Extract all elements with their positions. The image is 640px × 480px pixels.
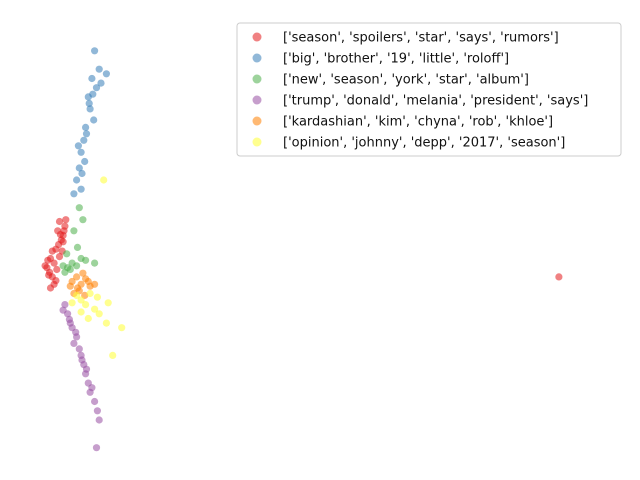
data-point-series-2-7 bbox=[66, 265, 74, 274]
data-point-series-5-5 bbox=[95, 310, 103, 318]
legend: ['season', 'spoilers', 'star', 'says', '… bbox=[236, 22, 622, 157]
data-point-series-1-21 bbox=[89, 90, 97, 98]
data-point-series-3-11 bbox=[91, 397, 99, 406]
data-point-series-3-12 bbox=[93, 407, 101, 415]
data-point-series-1-9 bbox=[77, 148, 85, 156]
data-point-series-2-3 bbox=[73, 262, 81, 270]
data-point-series-1-16 bbox=[85, 99, 93, 107]
data-point-series-4-1 bbox=[73, 273, 81, 281]
data-point-series-1-18 bbox=[102, 70, 110, 78]
legend-label-0: ['season', 'spoilers', 'star', 'says', '… bbox=[283, 31, 559, 46]
data-point-series-5-14 bbox=[77, 308, 85, 316]
data-point-series-0-11 bbox=[55, 217, 64, 226]
data-point-series-0-22 bbox=[56, 230, 64, 239]
data-point-series-5-8 bbox=[109, 351, 117, 359]
data-point-series-2-13 bbox=[63, 250, 71, 258]
legend-label-3: ['trump', 'donald', 'melania', 'presiden… bbox=[283, 94, 588, 109]
data-point-series-1-0 bbox=[91, 47, 99, 55]
data-point-series-4-9 bbox=[66, 282, 74, 290]
data-point-series-0-13 bbox=[41, 262, 49, 270]
data-point-series-1-1 bbox=[95, 65, 103, 73]
data-point-series-2-10 bbox=[91, 259, 99, 267]
data-point-series-5-0 bbox=[73, 291, 81, 299]
data-point-series-2-5 bbox=[70, 227, 78, 235]
legend-marker-5 bbox=[252, 137, 262, 147]
data-point-series-4-8 bbox=[84, 277, 92, 286]
data-point-series-4-7 bbox=[79, 269, 87, 277]
data-point-series-2-8 bbox=[59, 262, 67, 270]
legend-label-1: ['big', 'brother', '19', 'little', 'rolo… bbox=[283, 52, 509, 67]
data-point-series-0-26 bbox=[555, 273, 563, 281]
data-point-series-1-20 bbox=[78, 169, 86, 178]
data-point-series-0-14 bbox=[45, 271, 53, 279]
data-point-series-3-15 bbox=[75, 345, 83, 353]
data-point-series-0-17 bbox=[52, 277, 60, 285]
data-point-series-1-12 bbox=[73, 176, 81, 184]
legend-marker-0 bbox=[252, 32, 262, 42]
legend-frame bbox=[236, 22, 622, 157]
data-point-series-0-18 bbox=[55, 253, 64, 261]
data-point-series-3-19 bbox=[88, 384, 96, 392]
data-point-series-5-9 bbox=[100, 176, 108, 184]
legend-marker-2 bbox=[252, 74, 262, 84]
data-point-series-3-17 bbox=[72, 328, 80, 336]
data-point-series-1-13 bbox=[77, 185, 85, 193]
data-point-series-2-11 bbox=[73, 243, 82, 251]
data-point-series-2-2 bbox=[61, 268, 69, 276]
scatter-points bbox=[41, 47, 563, 452]
data-point-series-0-16 bbox=[46, 284, 55, 292]
data-point-series-3-20 bbox=[59, 306, 67, 314]
data-point-series-4-11 bbox=[73, 284, 82, 292]
legend-marker-3 bbox=[252, 95, 262, 105]
data-point-series-3-14 bbox=[92, 444, 101, 452]
data-point-series-2-12 bbox=[79, 216, 87, 224]
legend-label-2: ['new', 'season', 'york', 'star', 'album… bbox=[283, 73, 529, 88]
data-point-series-1-2 bbox=[88, 74, 96, 83]
data-point-series-1-17 bbox=[97, 79, 105, 87]
data-point-series-5-11 bbox=[68, 299, 76, 307]
data-point-series-3-18 bbox=[82, 365, 91, 373]
legend-marker-4 bbox=[252, 116, 262, 126]
data-point-series-2-9 bbox=[82, 256, 90, 264]
data-point-series-3-16 bbox=[65, 315, 73, 323]
data-point-series-5-7 bbox=[118, 324, 126, 332]
data-point-series-1-10 bbox=[81, 157, 89, 166]
data-point-series-1-5 bbox=[86, 105, 94, 113]
data-point-series-5-2 bbox=[82, 301, 90, 309]
data-point-series-5-1 bbox=[77, 296, 85, 304]
data-point-series-5-12 bbox=[93, 293, 101, 301]
data-point-series-5-10 bbox=[84, 314, 92, 323]
data-point-series-5-6 bbox=[104, 299, 112, 307]
data-point-series-1-11 bbox=[75, 164, 83, 172]
data-point-series-4-10 bbox=[91, 280, 99, 288]
data-point-series-1-6 bbox=[90, 116, 98, 124]
data-point-series-5-4 bbox=[91, 305, 99, 313]
data-point-series-1-7 bbox=[82, 130, 91, 138]
data-point-series-3-5 bbox=[70, 339, 78, 347]
data-point-series-5-13 bbox=[102, 319, 110, 327]
legend-label-5: ['opinion', 'johnny', 'depp', '2017', 's… bbox=[283, 136, 565, 151]
data-point-series-2-6 bbox=[75, 204, 83, 212]
data-point-series-0-24 bbox=[44, 256, 52, 264]
data-point-series-1-14 bbox=[70, 190, 78, 198]
data-point-series-0-25 bbox=[53, 265, 61, 274]
data-point-series-1-8 bbox=[80, 136, 88, 144]
legend-label-4: ['kardashian', 'kim', 'chyna', 'rob', 'k… bbox=[283, 115, 553, 130]
data-point-series-3-13 bbox=[95, 416, 103, 424]
data-point-series-0-23 bbox=[48, 247, 56, 255]
data-point-series-3-21 bbox=[78, 356, 86, 364]
data-point-series-0-12 bbox=[59, 238, 67, 246]
data-point-series-3-0 bbox=[61, 301, 69, 309]
data-point-series-5-3 bbox=[86, 289, 94, 298]
data-point-series-1-15 bbox=[74, 142, 82, 150]
data-point-series-0-21 bbox=[62, 216, 70, 224]
legend-marker-1 bbox=[252, 53, 262, 63]
data-point-series-1-3 bbox=[92, 84, 101, 92]
data-point-series-1-19 bbox=[82, 123, 90, 131]
